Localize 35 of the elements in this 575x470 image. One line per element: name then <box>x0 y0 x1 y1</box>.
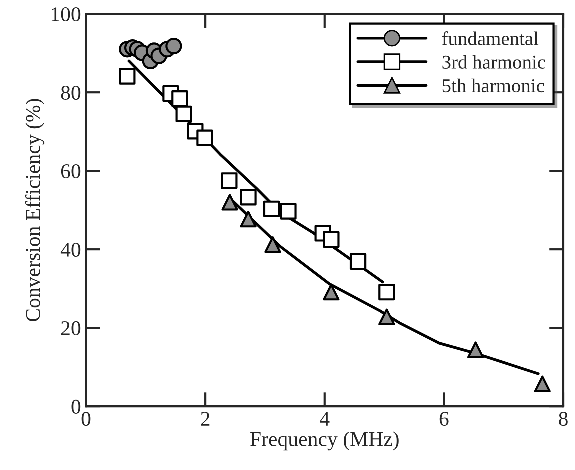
point <box>378 284 396 301</box>
x-axis-title: Frequency (MHz) <box>250 432 399 451</box>
point <box>176 106 192 123</box>
x-tick-label: 4 <box>320 412 330 426</box>
y-tick-label: 100 <box>52 7 81 22</box>
point <box>240 211 257 228</box>
legend-label: fundamental <box>442 32 539 46</box>
point <box>264 236 282 254</box>
x-tick-label: 6 <box>440 412 449 426</box>
point <box>221 172 238 190</box>
point <box>240 189 257 206</box>
point <box>350 253 367 270</box>
x-tick-label: 0 <box>82 412 91 426</box>
point <box>222 194 238 211</box>
point <box>196 130 214 146</box>
point <box>467 342 484 358</box>
y-tick-label: 0 <box>72 400 81 414</box>
y-tick-label: 60 <box>61 164 81 179</box>
y-tick-label: 40 <box>60 242 81 258</box>
y-tick-label: 80 <box>61 86 81 100</box>
y-axis-title: Conversion Efficiency (%) <box>25 99 45 322</box>
legend-label: 3rd harmonic <box>442 55 546 69</box>
point <box>119 68 136 85</box>
point <box>166 38 182 55</box>
x-tick-label: 2 <box>201 412 210 426</box>
legend-label: 5th harmonic <box>442 78 544 93</box>
point <box>280 203 297 220</box>
point <box>323 284 340 301</box>
point <box>263 200 280 218</box>
point <box>172 90 188 108</box>
point <box>378 308 396 326</box>
x-tick-label: 8 <box>559 412 568 426</box>
point <box>323 231 340 248</box>
y-tick-label: 20 <box>61 321 81 336</box>
point <box>534 376 551 393</box>
